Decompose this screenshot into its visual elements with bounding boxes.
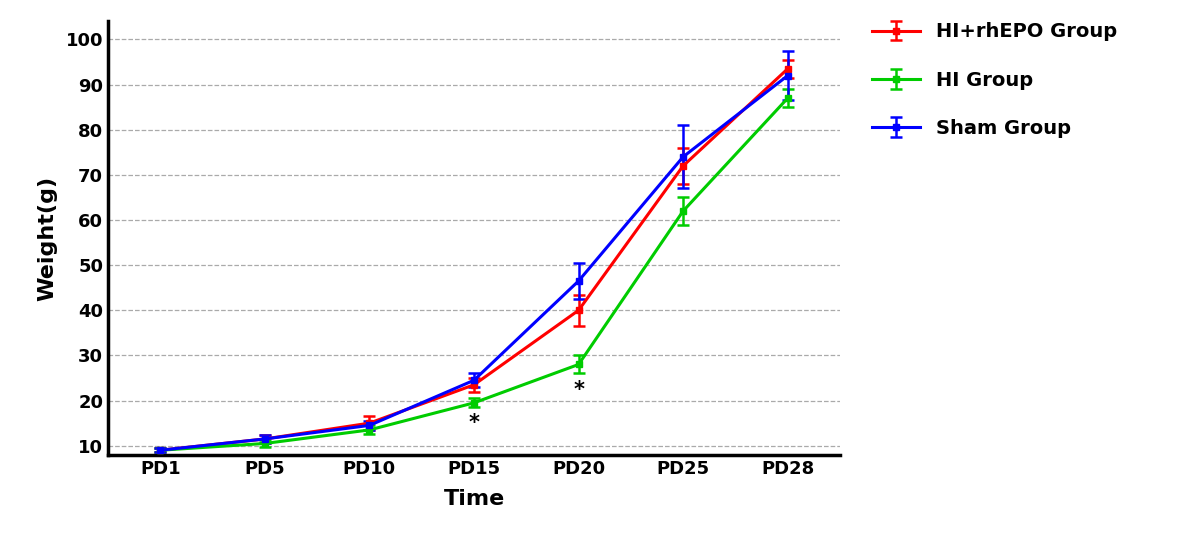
Text: *: * <box>468 413 480 433</box>
Y-axis label: Weight(g): Weight(g) <box>37 175 58 301</box>
X-axis label: Time: Time <box>443 488 505 509</box>
Legend: HI+rhEPO Group, HI Group, Sham Group: HI+rhEPO Group, HI Group, Sham Group <box>871 22 1117 138</box>
Text: *: * <box>574 380 584 400</box>
